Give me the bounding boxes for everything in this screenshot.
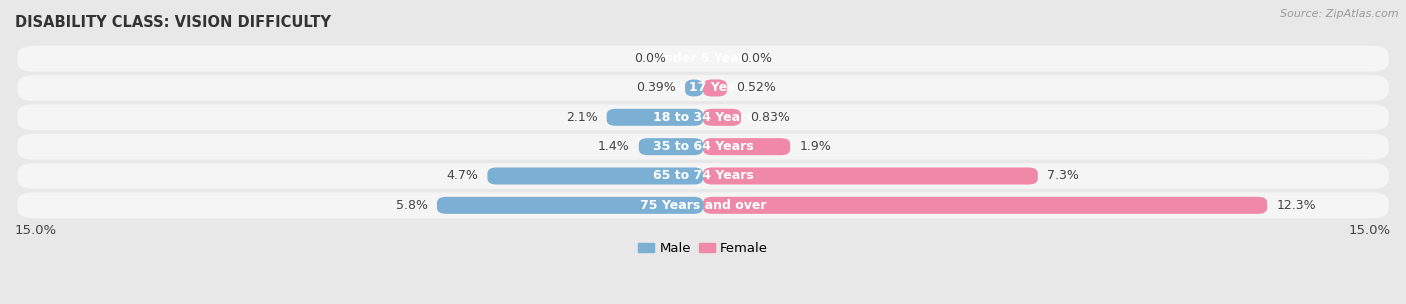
Text: 0.0%: 0.0% <box>634 52 666 65</box>
Text: 0.83%: 0.83% <box>751 111 790 124</box>
FancyBboxPatch shape <box>685 79 703 96</box>
Text: 2.1%: 2.1% <box>565 111 598 124</box>
Text: 15.0%: 15.0% <box>15 223 58 237</box>
Text: 0.0%: 0.0% <box>740 52 772 65</box>
FancyBboxPatch shape <box>703 197 1267 214</box>
Text: 1.9%: 1.9% <box>800 140 831 153</box>
FancyBboxPatch shape <box>606 109 703 126</box>
Text: 12.3%: 12.3% <box>1277 199 1316 212</box>
FancyBboxPatch shape <box>703 109 741 126</box>
FancyBboxPatch shape <box>488 168 703 185</box>
FancyBboxPatch shape <box>703 79 727 96</box>
FancyBboxPatch shape <box>703 168 1038 185</box>
Text: 0.39%: 0.39% <box>636 81 676 95</box>
Text: Source: ZipAtlas.com: Source: ZipAtlas.com <box>1281 9 1399 19</box>
FancyBboxPatch shape <box>17 104 1389 130</box>
Text: 5 to 17 Years: 5 to 17 Years <box>657 81 749 95</box>
Text: 5.8%: 5.8% <box>396 199 427 212</box>
Legend: Male, Female: Male, Female <box>633 237 773 261</box>
Text: 75 Years and over: 75 Years and over <box>640 199 766 212</box>
FancyBboxPatch shape <box>17 134 1389 160</box>
Text: 65 to 74 Years: 65 to 74 Years <box>652 170 754 182</box>
Text: 35 to 64 Years: 35 to 64 Years <box>652 140 754 153</box>
FancyBboxPatch shape <box>17 163 1389 189</box>
Text: 7.3%: 7.3% <box>1047 170 1078 182</box>
Text: Under 5 Years: Under 5 Years <box>654 52 752 65</box>
Text: 18 to 34 Years: 18 to 34 Years <box>652 111 754 124</box>
FancyBboxPatch shape <box>17 46 1389 71</box>
FancyBboxPatch shape <box>17 192 1389 218</box>
FancyBboxPatch shape <box>703 138 790 155</box>
Text: 0.52%: 0.52% <box>735 81 776 95</box>
Text: 4.7%: 4.7% <box>446 170 478 182</box>
Text: 15.0%: 15.0% <box>1348 223 1391 237</box>
FancyBboxPatch shape <box>17 75 1389 101</box>
FancyBboxPatch shape <box>638 138 703 155</box>
Text: DISABILITY CLASS: VISION DIFFICULTY: DISABILITY CLASS: VISION DIFFICULTY <box>15 15 330 30</box>
FancyBboxPatch shape <box>437 197 703 214</box>
Text: 1.4%: 1.4% <box>598 140 630 153</box>
